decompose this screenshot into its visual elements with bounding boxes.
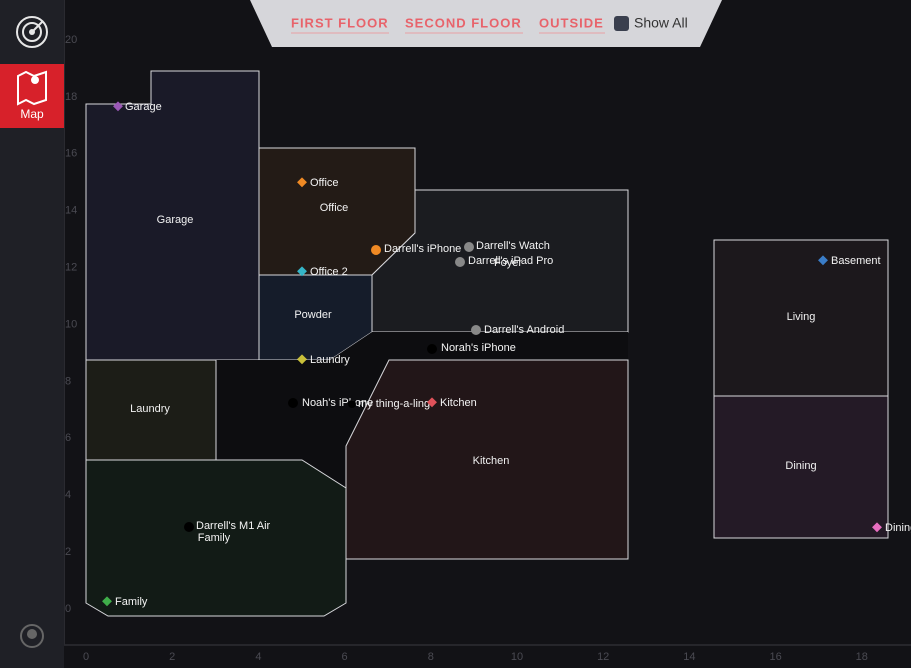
device[interactable]: Kitchen <box>427 397 477 409</box>
device[interactable]: Darrell's Watch <box>464 240 550 252</box>
x-tick-label: 8 <box>428 651 434 663</box>
device[interactable]: Office 2 <box>297 266 348 278</box>
device-label: Garage <box>125 101 162 113</box>
y-tick-label: 10 <box>65 318 77 330</box>
device-label: Darrell's M1 Air <box>196 520 271 532</box>
x-tick-label: 14 <box>683 651 695 663</box>
show-all-label[interactable]: Show All <box>634 15 688 31</box>
x-tick-label: 6 <box>342 651 348 663</box>
room-shape <box>345 359 629 560</box>
x-tick-label: 10 <box>511 651 523 663</box>
y-tick-label: 6 <box>65 432 71 444</box>
y-tick-label: 4 <box>65 489 71 501</box>
x-tick-label: 4 <box>255 651 261 663</box>
device-label: Darrell's iPad Pro <box>468 255 553 267</box>
device-label: Basement <box>831 255 881 267</box>
y-tick-label: 14 <box>65 205 77 217</box>
map-nav[interactable]: Map <box>0 64 64 128</box>
room-label: Kitchen <box>473 455 510 467</box>
room-shape <box>85 459 347 617</box>
x-tick-label: 16 <box>769 651 781 663</box>
room-label: Living <box>787 311 816 323</box>
tab[interactable]: FIRST FLOOR <box>291 15 389 30</box>
map-label: Map <box>20 107 44 121</box>
tab[interactable]: SECOND FLOOR <box>405 15 522 30</box>
radar-icon[interactable] <box>16 16 48 48</box>
tab[interactable]: OUTSIDE <box>539 15 604 30</box>
device-label: Family <box>115 596 148 608</box>
device-label: Kitchen <box>440 397 477 409</box>
x-tick-label: 12 <box>597 651 609 663</box>
y-tick-label: 0 <box>65 603 71 615</box>
device[interactable]: Basement <box>818 255 881 267</box>
device-label: Office 2 <box>310 266 348 278</box>
room-label: Laundry <box>130 403 170 415</box>
device-label: Laundry <box>310 354 350 366</box>
room-label: Foyer <box>494 257 522 269</box>
room-label: Office <box>320 202 349 214</box>
y-tick-label: 12 <box>65 262 77 274</box>
show-all-checkbox[interactable] <box>614 16 629 31</box>
device[interactable]: Darrell's iPhone <box>371 243 461 255</box>
room-label: Garage <box>157 214 194 226</box>
device[interactable]: Norah's iPhone <box>427 342 516 354</box>
x-tick-label: 0 <box>83 651 89 663</box>
device[interactable]: Darrell's M1 Air <box>184 520 271 532</box>
y-tick-label: 16 <box>65 148 77 160</box>
device-label: Darrell's Watch <box>476 240 550 252</box>
device[interactable]: Dining <box>872 522 911 534</box>
room-label: Dining <box>785 460 816 472</box>
room-shape <box>713 395 889 539</box>
device[interactable]: Darrell's Android <box>471 324 564 336</box>
device-label: Office <box>310 177 339 189</box>
y-tick-label: 18 <box>65 91 77 103</box>
device-label: Dining <box>885 522 911 534</box>
device-label: my thing-a-ling <box>358 398 430 410</box>
room-label: Powder <box>294 309 332 321</box>
hallway <box>216 332 628 488</box>
room-label: Family <box>198 532 231 544</box>
device-label: Darrell's iPhone <box>384 243 461 255</box>
y-tick-label: 2 <box>65 546 71 558</box>
device[interactable]: Office <box>297 177 339 189</box>
tab-bar <box>250 0 722 47</box>
device-label: Norah's iPhone <box>441 342 516 354</box>
y-tick-label: 8 <box>65 375 71 387</box>
device[interactable]: my thing-a-ling <box>348 398 430 410</box>
device-label: Darrell's Android <box>484 324 564 336</box>
x-tick-label: 2 <box>169 651 175 663</box>
y-tick-label: 20 <box>65 34 77 46</box>
device[interactable]: Laundry <box>297 354 350 366</box>
github-icon[interactable] <box>20 624 44 648</box>
device[interactable]: Darrell's iPad Pro <box>455 255 553 267</box>
x-tick-label: 18 <box>856 651 868 663</box>
